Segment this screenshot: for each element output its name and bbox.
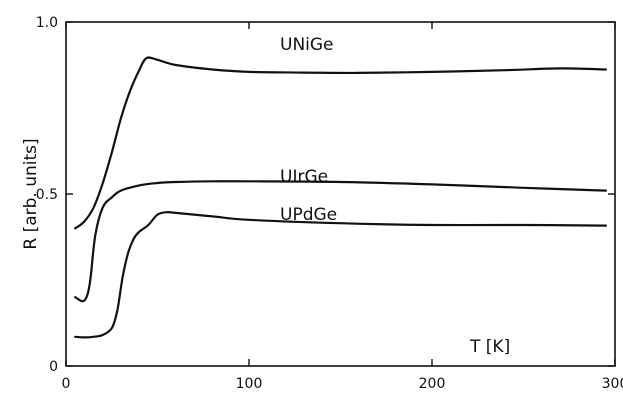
x-tick-label: 0 [62, 376, 71, 392]
axis-tick-labels: 0 100 200 300 0 0.5 1.0 [36, 15, 623, 392]
series-curves [74, 56, 607, 339]
y-tick-label: 0 [49, 359, 58, 375]
x-tick-label: 100 [236, 376, 263, 392]
series-line-unige [74, 56, 607, 230]
x-tick-label: 200 [419, 376, 446, 392]
axis-ticks [65, 21, 616, 367]
series-label-updge: UPdGe [280, 205, 337, 225]
series-line-updge [74, 210, 607, 339]
y-tick-label: 1.0 [36, 15, 58, 31]
y-tick-label: 0.5 [36, 187, 58, 203]
y-axis-label: R [arb. units] [21, 138, 41, 249]
x-tick-label: 300 [602, 376, 623, 392]
series-labels: UNiGe UIrGe UPdGe [280, 35, 337, 225]
series-line-uirge [74, 180, 607, 303]
x-axis-label: T [K] [469, 337, 510, 357]
series-label-uirge: UIrGe [280, 167, 328, 187]
series-label-unige: UNiGe [280, 35, 334, 55]
